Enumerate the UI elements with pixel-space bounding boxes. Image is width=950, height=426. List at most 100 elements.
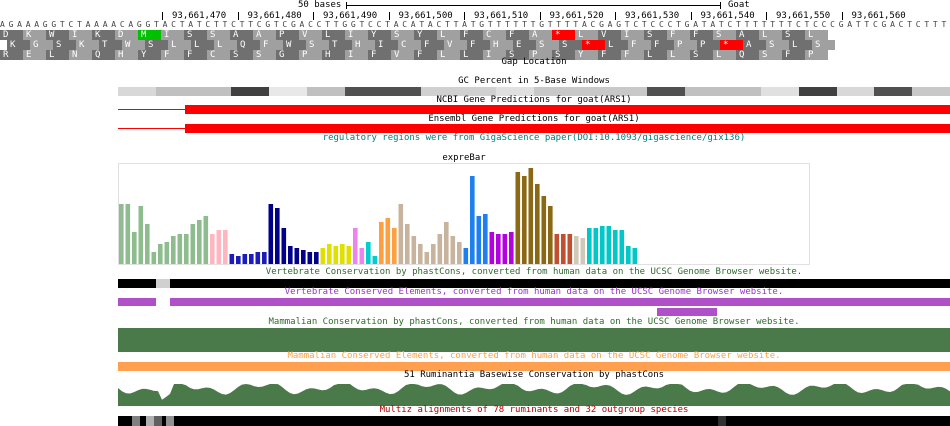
amino-acid-cell[interactable]: P — [674, 40, 697, 50]
ruminantia-conservation-label[interactable]: 51 Ruminantia Basewise Conservation by p… — [403, 370, 665, 380]
multiz-block[interactable] — [718, 416, 726, 426]
amino-acid-cell[interactable]: S — [759, 50, 782, 60]
mammalian-elements-label[interactable]: Mammalian Conserved Elements, converted … — [287, 351, 781, 361]
multiz-block[interactable] — [132, 416, 140, 426]
amino-acid-cell[interactable]: A — [743, 40, 766, 50]
amino-acid-cell[interactable]: I — [345, 50, 368, 60]
amino-acid-cell[interactable]: F — [460, 30, 483, 40]
gc-window[interactable] — [344, 87, 384, 96]
gc-window[interactable] — [193, 87, 232, 96]
amino-acid-cell[interactable]: D — [0, 30, 23, 40]
amino-acid-cell[interactable]: S — [782, 30, 805, 40]
amino-acid-cell[interactable]: I — [375, 40, 398, 50]
amino-acid-cell[interactable]: S — [145, 40, 168, 50]
expre-bar[interactable] — [151, 252, 157, 264]
amino-acid-cell[interactable]: Q — [736, 50, 759, 60]
expre-bar[interactable] — [314, 252, 319, 264]
expre-bar[interactable] — [522, 176, 527, 264]
ruminantia-conservation-track[interactable] — [118, 380, 950, 406]
amino-acid-cell[interactable]: S — [230, 50, 253, 60]
expre-bar[interactable] — [541, 196, 547, 264]
amino-acid-cell[interactable]: S — [644, 30, 667, 40]
expre-bar[interactable] — [210, 234, 215, 264]
amino-acid-cell[interactable]: I — [69, 30, 92, 40]
multiz-block[interactable] — [166, 416, 174, 426]
amino-acid-cell[interactable]: L — [759, 30, 782, 40]
expre-bar[interactable] — [268, 204, 274, 264]
expre-bar[interactable] — [385, 218, 391, 264]
multiz-alignment-track[interactable] — [118, 416, 950, 426]
expre-bar[interactable] — [125, 204, 131, 264]
amino-acid-cell[interactable]: C — [207, 50, 230, 60]
expre-bar[interactable] — [197, 220, 202, 264]
amino-acid-cell[interactable]: P — [299, 50, 322, 60]
mammalian-conservation-track[interactable] — [118, 328, 950, 352]
amino-acid-cell[interactable]: E — [513, 40, 536, 50]
expre-bar[interactable] — [353, 228, 358, 264]
gc-window[interactable] — [836, 87, 875, 96]
amino-acid-cell[interactable]: L — [437, 50, 460, 60]
amino-acid-cell[interactable]: T — [329, 40, 352, 50]
expre-bar[interactable] — [619, 230, 625, 264]
amino-acid-cell[interactable]: F — [690, 30, 713, 40]
amino-acid-cell[interactable]: P — [697, 40, 720, 50]
amino-acid-cell[interactable]: L — [191, 40, 214, 50]
expre-bar[interactable] — [281, 228, 287, 264]
amino-acid-cell[interactable]: * — [552, 30, 575, 40]
amino-acid-cell[interactable]: F — [414, 50, 437, 60]
amino-acid-cell[interactable]: P — [529, 50, 552, 60]
expre-bar[interactable] — [606, 226, 612, 264]
expre-bar[interactable] — [346, 246, 352, 264]
amino-acid-cell[interactable]: Q — [92, 50, 115, 60]
gc-window[interactable] — [571, 87, 611, 96]
expre-bar[interactable] — [366, 242, 371, 264]
amino-acid-cell[interactable]: F — [368, 50, 391, 60]
expre-bar[interactable] — [515, 172, 521, 264]
amino-acid-cell[interactable]: S — [53, 40, 76, 50]
amino-acid-cell[interactable]: F — [184, 50, 207, 60]
amino-acid-cell[interactable]: F — [467, 40, 490, 50]
amino-acid-cell[interactable]: S — [536, 40, 559, 50]
exprebar-label[interactable]: expreBar — [442, 153, 486, 163]
amino-acid-cell[interactable]: L — [46, 50, 69, 60]
multiz-block[interactable] — [146, 416, 154, 426]
expre-bar[interactable] — [372, 256, 378, 264]
ncbi-gene-exon[interactable] — [185, 105, 950, 114]
amino-acid-cell[interactable]: H — [352, 40, 375, 50]
expre-bar[interactable] — [392, 228, 397, 264]
expre-bar[interactable] — [340, 244, 345, 264]
amino-acid-cell[interactable]: F — [506, 30, 529, 40]
regulatory-regions-label[interactable]: regulatory regions were from GigaScience… — [322, 133, 746, 143]
amino-acid-cell[interactable]: V — [444, 40, 467, 50]
amino-acid-cell[interactable]: C — [398, 40, 421, 50]
amino-acid-cell[interactable]: H — [322, 50, 345, 60]
expre-bar[interactable] — [288, 246, 293, 264]
expre-bar[interactable] — [229, 254, 235, 264]
amino-acid-cell[interactable]: R — [0, 50, 23, 60]
amino-acid-cell[interactable]: P — [276, 30, 299, 40]
ncbi-gene-label[interactable]: NCBI Gene Predictions for goat(ARS1) — [436, 95, 632, 105]
amino-acid-cell[interactable]: * — [582, 40, 605, 50]
expre-bar[interactable] — [437, 234, 443, 264]
vertebrate-conservation-track[interactable] — [118, 279, 950, 288]
gc-percent-track[interactable] — [118, 87, 950, 96]
expre-bar[interactable] — [600, 226, 605, 264]
expre-bar[interactable] — [307, 252, 313, 264]
expre-bar[interactable] — [223, 230, 228, 264]
gc-window[interactable] — [231, 87, 270, 96]
expre-bar[interactable] — [249, 254, 254, 264]
ensembl-gene-exon[interactable] — [185, 124, 950, 133]
expre-bar[interactable] — [509, 232, 514, 264]
expre-bar[interactable] — [294, 248, 300, 264]
expre-bar[interactable] — [626, 246, 631, 264]
expre-bar[interactable] — [457, 242, 462, 264]
amino-acid-cell[interactable]: F — [651, 40, 674, 50]
amino-acid-cell[interactable]: F — [598, 50, 621, 60]
amino-acid-cell[interactable]: L — [322, 30, 345, 40]
expre-bar[interactable] — [476, 216, 482, 264]
vertebrate-element-2[interactable] — [170, 298, 950, 306]
amino-acid-cell[interactable]: L — [605, 40, 628, 50]
expre-bar[interactable] — [632, 248, 638, 264]
expre-bar[interactable] — [418, 244, 423, 264]
ensembl-gene-intron[interactable] — [118, 128, 185, 129]
